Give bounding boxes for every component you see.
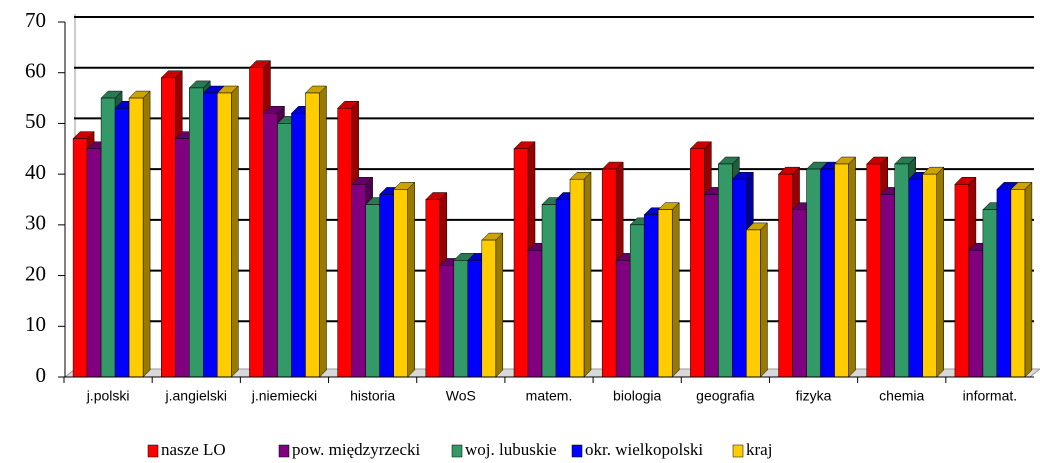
bar	[657, 209, 673, 378]
bar-side	[671, 202, 680, 378]
x-tick-label: matem.	[526, 388, 573, 404]
legend-marker	[451, 444, 463, 458]
bar	[601, 168, 617, 378]
legend-label: nasze LO	[161, 440, 226, 459]
legend-marker	[571, 444, 583, 458]
legend-label: pow. międzyrzecki	[292, 440, 421, 459]
bar	[189, 87, 204, 378]
bar-side	[583, 171, 592, 378]
bar	[393, 189, 408, 378]
bar	[778, 173, 793, 378]
bar	[968, 249, 984, 378]
bar	[792, 209, 807, 378]
bar	[834, 163, 849, 378]
bar	[337, 107, 352, 378]
y-tick-label: 60	[25, 59, 46, 83]
bar	[128, 97, 144, 378]
bar	[690, 148, 705, 378]
bar	[746, 229, 761, 378]
bar	[100, 97, 116, 378]
bar	[954, 184, 970, 378]
legend-marker	[278, 444, 290, 458]
bar	[203, 92, 218, 378]
bar	[629, 224, 645, 378]
bar	[379, 194, 394, 378]
bar-side	[760, 222, 768, 378]
bar-side	[495, 232, 504, 378]
x-tick-label: informat.	[963, 388, 1017, 404]
bar	[922, 173, 937, 378]
bar	[880, 194, 895, 378]
bar-side	[142, 90, 151, 378]
bar	[453, 260, 469, 378]
y-tick-label: 0	[36, 363, 47, 387]
bar	[894, 163, 909, 378]
y-tick-label: 20	[25, 261, 46, 285]
bar	[996, 189, 1012, 378]
bar-side	[231, 85, 239, 378]
x-tick-label: fizyka	[796, 388, 832, 404]
bar	[175, 138, 190, 378]
legend-label: okr. wielkopolski	[585, 440, 703, 459]
bar	[425, 199, 441, 378]
bar	[513, 148, 529, 378]
bar	[820, 168, 835, 378]
legend-label: woj. lubuskie	[465, 440, 557, 459]
x-tick-label: j.niemiecki	[251, 388, 317, 404]
bar	[481, 239, 497, 378]
bar-side	[848, 156, 856, 378]
x-tick-label: WoS	[446, 388, 476, 404]
bar	[732, 178, 747, 378]
y-tick-label: 40	[25, 160, 46, 184]
bar	[718, 163, 733, 378]
bar	[643, 214, 659, 378]
bar	[908, 178, 923, 378]
y-tick-label: 70	[25, 8, 46, 32]
bar	[351, 184, 366, 378]
bar	[291, 113, 306, 378]
x-tick-label: geografia	[696, 388, 755, 404]
bar	[263, 113, 278, 378]
bar	[249, 67, 264, 378]
bar	[704, 194, 719, 378]
bar	[86, 148, 102, 378]
x-tick-label: chemia	[879, 388, 924, 404]
bar	[1010, 189, 1026, 378]
bar	[467, 260, 483, 378]
bar	[161, 77, 176, 378]
x-tick-label: biologia	[613, 388, 661, 404]
bar	[615, 260, 631, 378]
y-tick-label: 10	[25, 312, 46, 336]
bar	[305, 92, 320, 378]
bar	[439, 265, 455, 378]
y-tick-label: 30	[25, 211, 46, 235]
bar	[569, 178, 585, 378]
y-tick-label: 50	[25, 109, 46, 133]
bar-side	[936, 166, 944, 378]
bar-side	[407, 181, 415, 378]
bar	[114, 107, 130, 378]
bar	[365, 204, 380, 378]
bar	[806, 168, 821, 378]
bar	[555, 199, 571, 378]
bar	[527, 249, 543, 378]
legend-marker	[147, 444, 159, 458]
bar	[72, 138, 88, 378]
bar	[866, 163, 881, 378]
x-tick-label: j.polski	[86, 388, 130, 404]
bar	[541, 204, 557, 378]
x-tick-label: j.angielski	[165, 388, 227, 404]
bar-side	[319, 85, 327, 378]
bar-side	[1024, 181, 1033, 378]
legend-label: kraj	[746, 440, 772, 459]
bar	[277, 123, 292, 378]
bar	[982, 209, 998, 378]
legend-marker	[732, 444, 744, 458]
x-tick-label: historia	[350, 388, 395, 404]
bar	[217, 92, 232, 378]
